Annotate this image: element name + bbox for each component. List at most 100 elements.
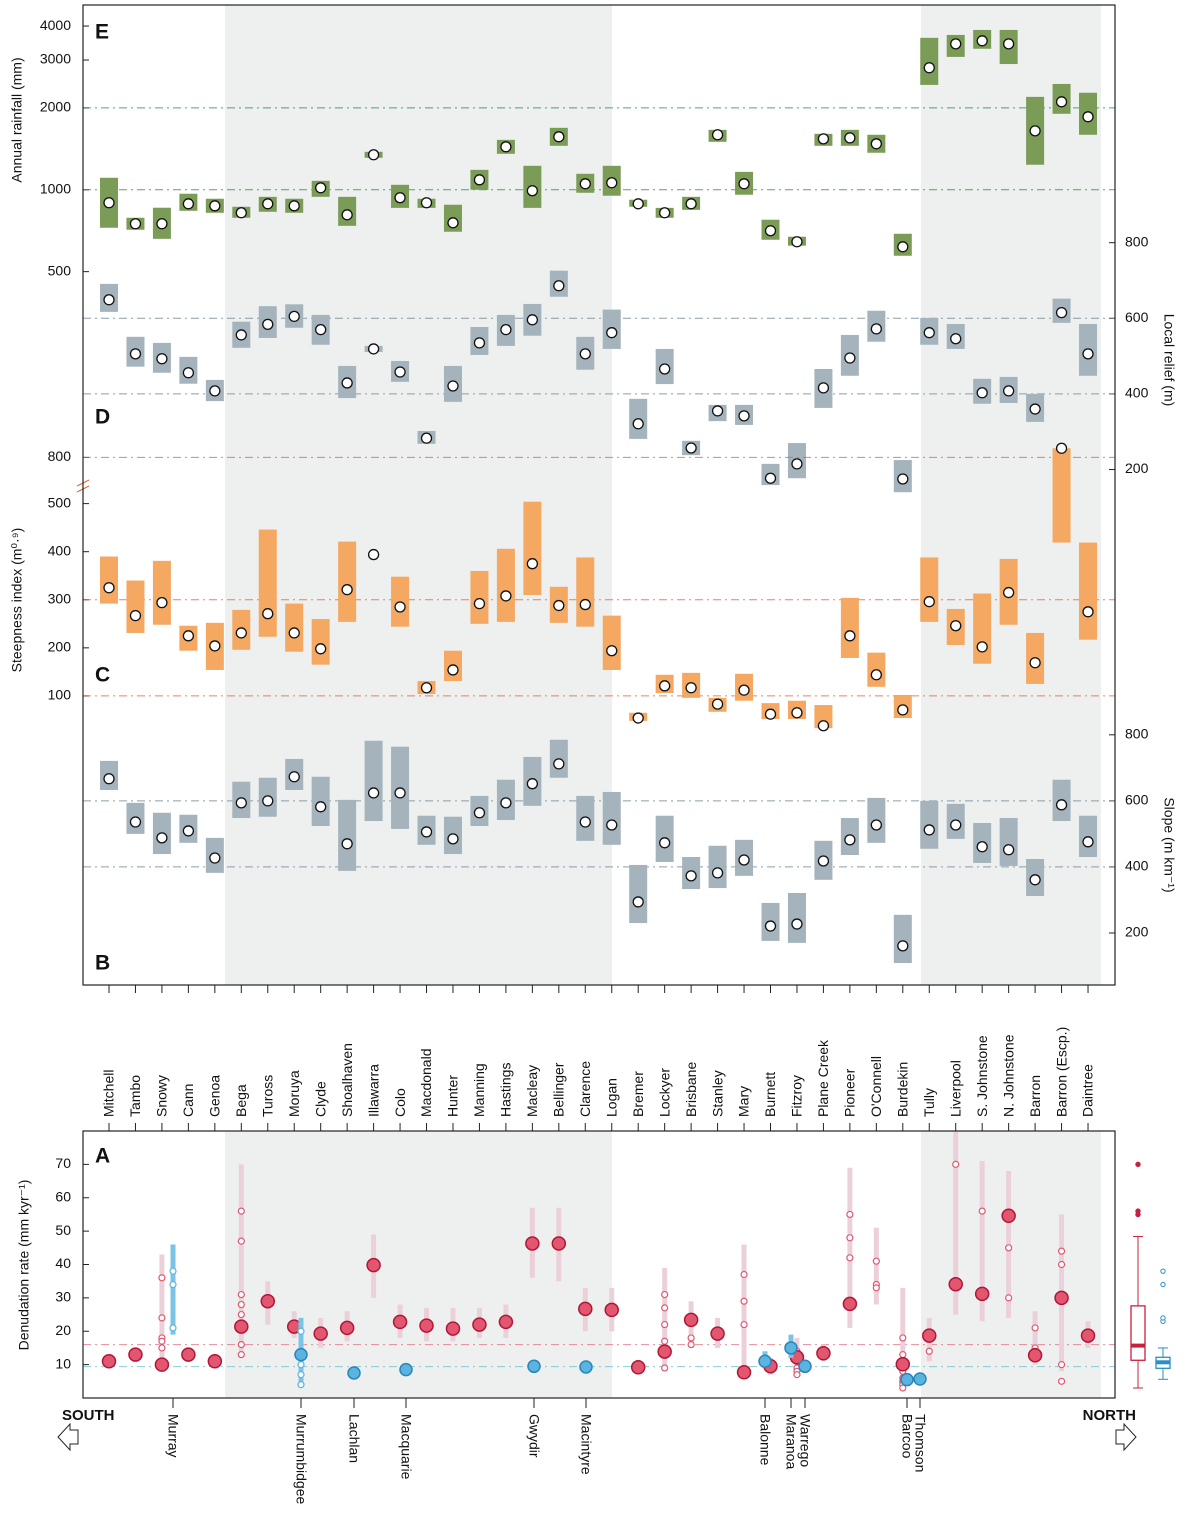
median-dot [1055,442,1068,454]
median-dot [976,387,988,399]
median-dot [738,684,750,696]
inland-river-label: Macquarie [398,1414,414,1480]
category-label: Macleay [524,1065,540,1117]
median-dot [685,442,697,454]
median-dot [1082,111,1094,123]
y-tick-label: 60 [55,1188,71,1204]
category-label: Genoa [207,1075,223,1117]
sample-dot [1031,1324,1039,1332]
panel-letter: A [95,1145,110,1168]
median-dot [1082,348,1094,360]
mean-dot [419,1318,434,1333]
median-dot [288,771,300,783]
category-label: Brisbane [683,1062,699,1117]
median-dot [606,645,618,657]
mean-dot [579,1360,593,1374]
median-dot [394,366,406,378]
category-label: O'Connell [868,1056,884,1117]
mean-dot [472,1317,487,1332]
category-label: Lockyer [656,1068,672,1117]
sample-dot [793,1371,801,1379]
median-dot [367,548,380,561]
range-box [311,619,330,665]
median-dot [262,198,274,210]
sample-dot [1057,1361,1066,1369]
lower-frame [82,1130,1116,1399]
mean-dot [657,1344,672,1359]
y-tick-label: 40 [55,1255,71,1271]
mean-dot [399,1362,413,1377]
category-label: S. Johnstone [974,1035,990,1117]
category-label: N. Johnstone [1000,1034,1016,1117]
median-dot [606,819,618,831]
sample-dot [925,1347,933,1355]
sample-dot [1005,1294,1013,1302]
category-label: Daintree [1080,1064,1096,1117]
panel-letter: B [95,952,110,975]
category-label: Mitchell [101,1070,117,1117]
y-tick-label: 10 [55,1355,71,1371]
median-dot [685,870,697,882]
median-dot [976,641,988,653]
median-dot [341,377,353,389]
sample-dot [1057,1247,1066,1255]
mean-dot [798,1359,812,1374]
median-dot [1055,799,1068,811]
category-label: Moruya [286,1070,302,1117]
panel-letter: C [95,664,110,687]
sample-dot [169,1267,177,1275]
y-tick-label: 800 [1125,233,1149,249]
median-dot [817,382,830,394]
mean-dot [922,1328,937,1343]
median-dot [1002,385,1015,397]
median-dot [315,801,327,813]
sample-dot [169,1324,177,1332]
mean-dot [710,1326,725,1341]
category-label: Bremer [630,1071,646,1117]
category-label: Shoalhaven [339,1043,355,1117]
sample-dot [846,1210,854,1219]
mean-dot [128,1347,143,1362]
y-tick-label: 4000 [40,17,71,33]
mean-dot [736,1365,752,1380]
median-dot [1055,96,1068,108]
mean-dot [1054,1290,1069,1306]
median-dot [791,918,803,930]
north-arrow [1115,1422,1137,1452]
mean-dot [578,1301,593,1317]
mean-dot [525,1236,540,1251]
median-dot [844,630,856,642]
range-box [576,557,595,627]
y-axis-label: Denudation rate (mm kyr⁻¹) [16,1180,32,1351]
range-box [602,791,621,845]
median-dot [500,141,512,153]
median-dot [473,597,486,610]
sample-dot [237,1310,245,1319]
median-dot [1029,657,1041,669]
range-box [496,548,515,622]
median-dot [288,310,300,323]
median-dot [235,797,247,809]
median-dot [288,627,300,639]
median-dot [897,241,909,253]
y-tick-label: 200 [1125,924,1149,940]
range-box [470,570,489,624]
median-dot [156,832,168,844]
median-dot [897,704,909,716]
median-dot [526,558,539,570]
median-dot [367,149,380,161]
range-box [840,597,859,658]
category-label: Clarence [577,1061,593,1117]
median-dot [103,773,115,785]
category-label: Barron (Escp.) [1053,1027,1069,1117]
category-label: Fitzroy [789,1075,805,1117]
mean-dot [294,1347,308,1362]
median-dot [235,627,247,639]
sample-dot [237,1207,245,1215]
y-tick-label: 300 [48,590,72,606]
category-label: Barron [1027,1075,1043,1117]
mean-dot [974,1286,990,1302]
category-label: Pioneer [842,1068,858,1117]
median-dot [1002,844,1015,856]
